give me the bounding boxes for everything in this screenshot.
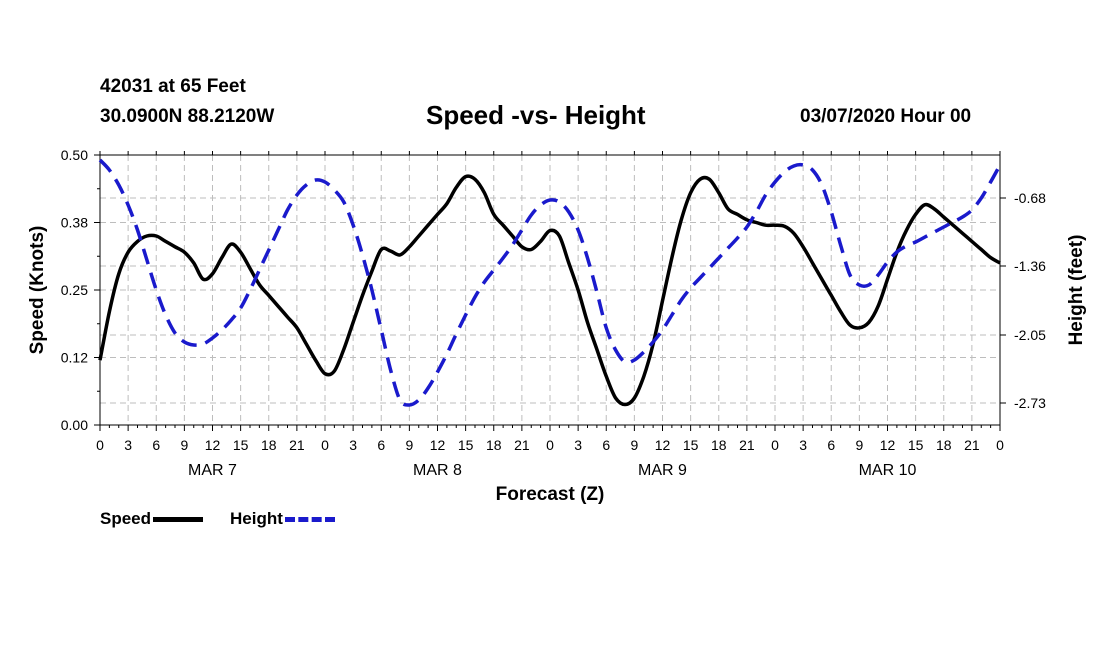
series-line-height	[98, 158, 1002, 407]
y-right-tick-label: -0.68	[1014, 190, 1046, 206]
day-label: MAR 8	[413, 462, 462, 479]
x-tick-label: 0	[96, 437, 104, 453]
x-tick-label: 15	[908, 437, 924, 453]
x-tick-label: 0	[546, 437, 554, 453]
x-tick-label: 6	[602, 437, 610, 453]
y-left-axis-title: Speed (Knots)	[27, 226, 48, 355]
y-left-tick-label: 0.12	[61, 350, 88, 366]
x-tick-label: 15	[683, 437, 699, 453]
x-tick-label: 18	[261, 437, 277, 453]
x-tick-label: 15	[233, 437, 249, 453]
x-tick-label: 9	[855, 437, 863, 453]
y-left-tick-label: 0.50	[61, 147, 88, 163]
x-tick-label: 18	[711, 437, 727, 453]
x-tick-label: 18	[936, 437, 952, 453]
x-tick-label: 15	[458, 437, 474, 453]
x-tick-label: 21	[964, 437, 980, 453]
chart-title: Speed -vs- Height	[426, 100, 646, 130]
y-left-tick-label: 0.25	[61, 282, 88, 298]
station-label: 42031 at 65 Feet	[100, 76, 246, 97]
x-tick-label: 18	[486, 437, 502, 453]
series-line-speed	[98, 174, 1001, 407]
x-tick-label: 0	[771, 437, 779, 453]
x-tick-label: 9	[630, 437, 638, 453]
x-tick-label: 12	[205, 437, 221, 453]
y-left-tick-label: 0.38	[61, 215, 88, 231]
x-tick-label: 9	[180, 437, 188, 453]
legend-height-label: Height	[230, 509, 283, 528]
x-tick-label: 6	[827, 437, 835, 453]
x-axis-title: Forecast (Z)	[496, 484, 605, 505]
x-tick-label: 12	[655, 437, 671, 453]
x-tick-label: 6	[152, 437, 160, 453]
y-right-tick-label: -2.05	[1014, 327, 1046, 343]
day-label: MAR 10	[859, 462, 917, 479]
x-tick-label: 3	[799, 437, 807, 453]
y-left-tick-label: 0.00	[61, 417, 88, 433]
y-right-axis-title: Height (feet)	[1066, 235, 1087, 346]
legend-height: Height	[230, 509, 335, 529]
day-label: MAR 7	[188, 462, 237, 479]
legend-speed: Speed	[100, 509, 204, 529]
x-tick-label: 12	[430, 437, 446, 453]
x-tick-label: 6	[377, 437, 385, 453]
legend-speed-swatch	[153, 516, 204, 522]
x-tick-label: 12	[880, 437, 896, 453]
x-tick-label: 3	[574, 437, 582, 453]
forecast-date-label: 03/07/2020 Hour 00	[800, 106, 972, 127]
x-tick-label: 21	[739, 437, 755, 453]
x-tick-label: 21	[514, 437, 530, 453]
y-right-tick-label: -1.36	[1014, 258, 1046, 274]
day-label: MAR 9	[638, 462, 687, 479]
legend-height-swatch	[284, 516, 335, 522]
x-tick-label: 0	[996, 437, 1004, 453]
coordinates-label: 30.0900N 88.2120W	[100, 106, 275, 127]
x-tick-label: 3	[349, 437, 357, 453]
x-tick-label: 21	[289, 437, 305, 453]
x-tick-label: 9	[405, 437, 413, 453]
y-right-tick-label: -2.73	[1014, 395, 1046, 411]
legend-speed-label: Speed	[100, 509, 152, 528]
x-tick-label: 0	[321, 437, 329, 453]
x-tick-label: 3	[124, 437, 132, 453]
